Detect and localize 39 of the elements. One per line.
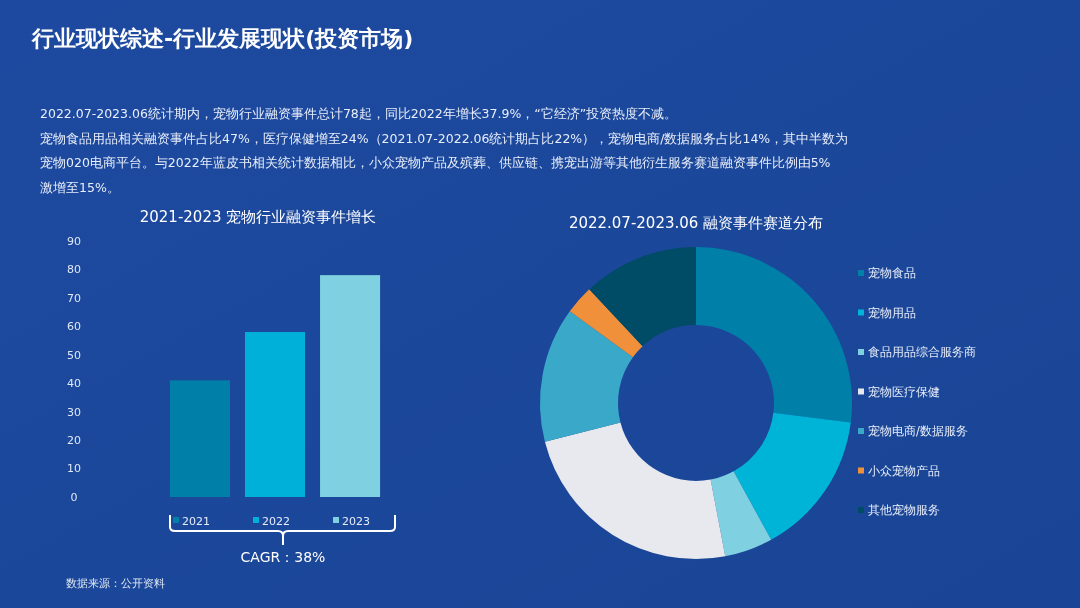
y-tick-label: 20 — [67, 433, 81, 447]
bar — [169, 380, 230, 497]
source-note: 数据来源：公开资料 — [66, 577, 165, 589]
y-tick-label: 60 — [67, 320, 81, 334]
y-tick-label: 0 — [70, 490, 78, 504]
legend-label: 宠物医疗保健 — [868, 384, 940, 399]
donut-slice — [544, 422, 726, 559]
chart-title: 2021-2023 宠物行业融资事件增长 — [139, 208, 377, 226]
y-tick-label: 10 — [67, 462, 81, 476]
y-tick-label: 40 — [67, 377, 81, 391]
text: 行业现状综述-行业发展现状(投资市场) — [31, 26, 414, 51]
donut-slice — [540, 311, 633, 442]
donut-slice — [696, 247, 852, 423]
y-tick-label: 90 — [67, 234, 81, 248]
legend-label: 宠物食品 — [868, 266, 916, 281]
legend-label: 2023 — [342, 514, 370, 528]
text: 激增至15%。 — [40, 179, 120, 195]
legend-label: 食品用品综合服务商 — [868, 345, 976, 360]
donut-slice — [569, 289, 643, 358]
donut-slice — [589, 247, 696, 347]
chart-title: 2022.07-2023.06 融资事件赛道分布 — [568, 214, 824, 232]
text: 宠物食品用品相关融资事件占比47%，医疗保健增至24%（2021.07-2022.06统计期占比22%），宠物电商/数据服务占比14%，其中半数为 — [40, 130, 849, 146]
legend-label: 其他宠物服务 — [868, 503, 940, 518]
text: 宠物020电商平台。与2022年蓝皮书相关统计数据相比，小众宠物产品及殡葬、供应链、携宠出游等其他衍生服务赛道融资事件比例由5% — [40, 155, 831, 170]
legend-label: 2021 — [182, 514, 210, 528]
donut-slice — [733, 412, 851, 540]
legend-label: 宠物用品 — [868, 305, 916, 320]
y-tick-label: 80 — [67, 263, 81, 277]
text: 2022.07-2023.06统计期内，宠物行业融资事件总计78起，同比2022年增长37.9%，“它经济”投资热度不减。 — [40, 106, 678, 121]
legend-label: 2022 — [262, 514, 290, 528]
y-tick-label: 30 — [67, 405, 81, 419]
legend-label: 小众宠物产品 — [868, 463, 940, 478]
bar — [320, 275, 381, 497]
y-tick-label: 50 — [67, 348, 81, 362]
y-tick-label: 70 — [67, 291, 81, 305]
donut-slice — [710, 471, 772, 557]
legend-label: 宠物电商/数据服务 — [868, 424, 968, 439]
text: CAGR：38% — [240, 549, 326, 565]
bar — [244, 332, 306, 497]
